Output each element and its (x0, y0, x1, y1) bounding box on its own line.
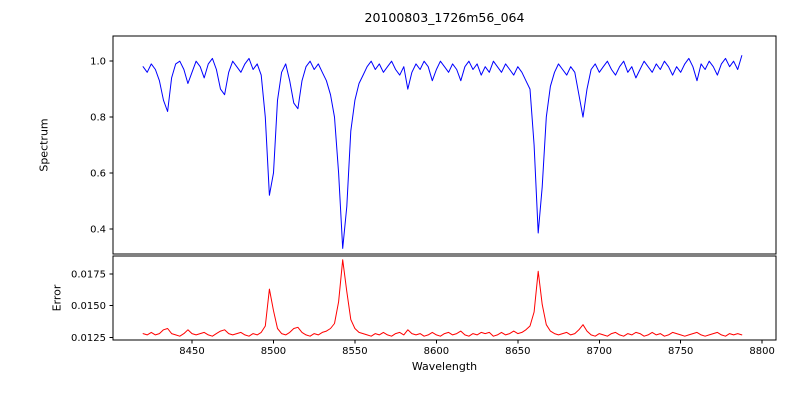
spectrum-panel-border (112, 35, 777, 255)
y-tick-label: 0.4 (90, 224, 106, 235)
spectrum-line (142, 55, 743, 249)
x-tick-label: 8800 (749, 346, 774, 357)
chart-title: 20100803_1726m56_064 (364, 10, 525, 25)
wavelength-axis-label: Wavelength (411, 360, 478, 373)
x-tick-label: 8550 (342, 346, 367, 357)
y-tick-label: 0.6 (90, 168, 106, 179)
y-tick-label: 0.0125 (71, 333, 106, 344)
x-tick-label: 8650 (505, 346, 530, 357)
x-tick-label: 8500 (261, 346, 286, 357)
x-tick-label: 8750 (668, 346, 693, 357)
y-tick-label: 0.0175 (71, 269, 106, 280)
x-tick-label: 8450 (179, 346, 204, 357)
error-line (142, 259, 743, 337)
y-tick-label: 0.8 (90, 113, 106, 124)
x-tick-label: 8700 (587, 346, 612, 357)
y-tick-label: 1.0 (90, 57, 106, 68)
error-panel-border (112, 255, 777, 341)
tick-marks: 0.4 0.6 0.8 1.0 0.0125 0.0150 0.0175 8450 8500 85… (71, 57, 775, 357)
x-tick-label: 8600 (424, 346, 449, 357)
y-tick-label: 0.0150 (71, 301, 106, 312)
